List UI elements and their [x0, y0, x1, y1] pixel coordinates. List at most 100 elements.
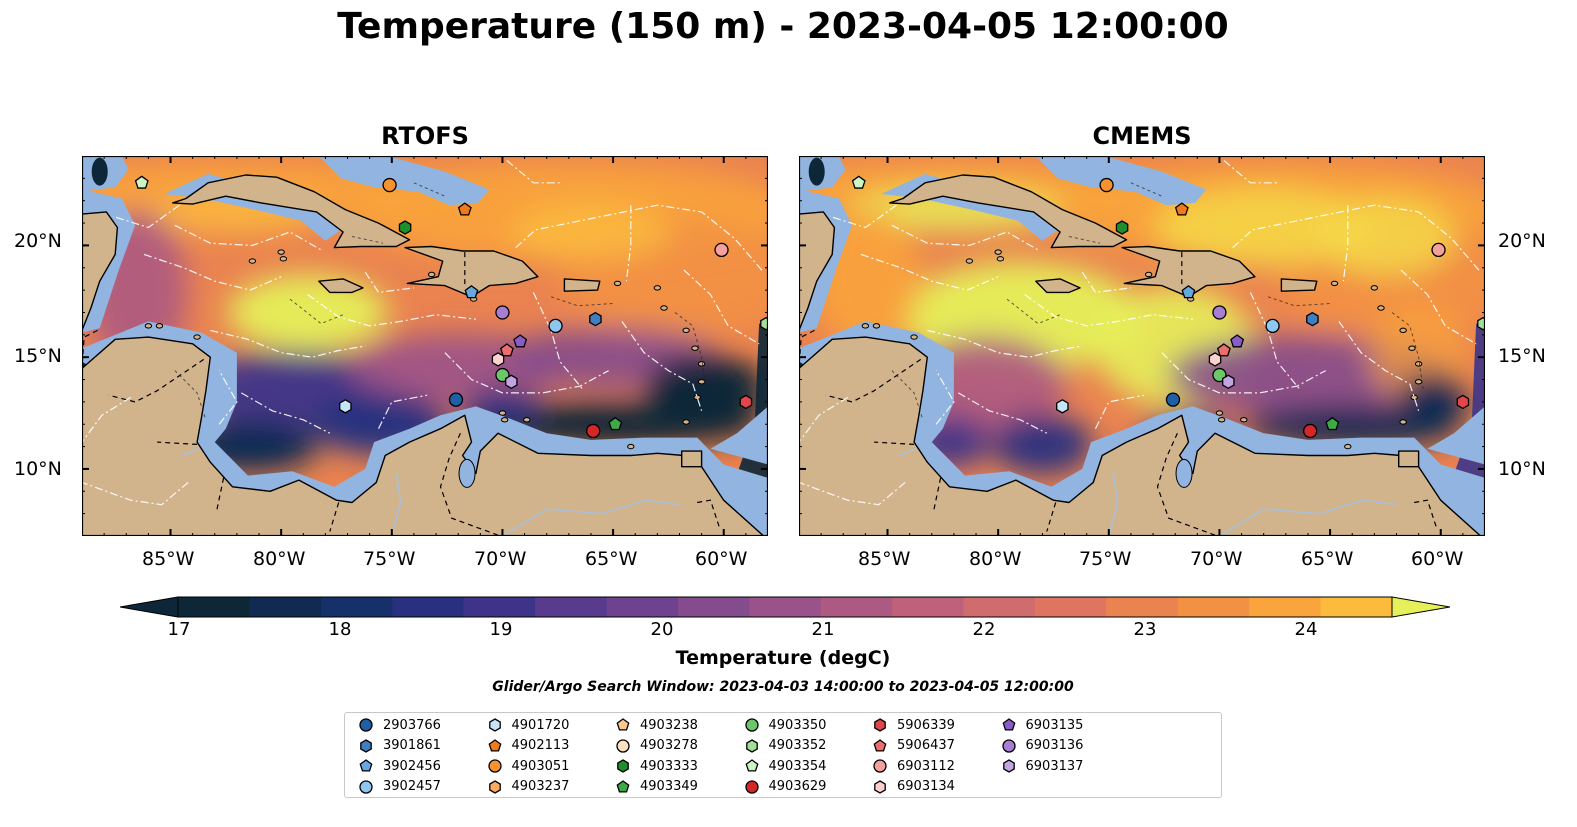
legend-marker — [874, 718, 886, 732]
circle-marker-icon — [744, 779, 759, 794]
legend-label: 4903051 — [511, 758, 570, 774]
legend-item-6903135: 6903135 — [1000, 716, 1084, 734]
pentagon-marker-icon — [873, 738, 887, 751]
colorbar-bin — [1320, 597, 1393, 617]
pentagon-marker-icon — [488, 738, 501, 751]
pentagon-marker-icon — [1002, 718, 1015, 731]
legend-item-4903350: 4903350 — [743, 716, 827, 734]
lon-tick-label: 75°W — [363, 548, 416, 570]
colorbar-bin — [749, 597, 822, 617]
legend-marker — [1002, 718, 1015, 731]
colorbar — [120, 596, 1450, 618]
lon-tick-label: 65°W — [585, 548, 638, 570]
hexagon-marker-icon — [874, 779, 886, 794]
colorbar-bin — [677, 597, 750, 617]
float-marker-3902457 — [548, 318, 563, 334]
colorbar-title: Temperature (degC) — [675, 647, 891, 669]
legend-label: 4903237 — [511, 779, 570, 794]
pentagon-marker-icon — [745, 759, 758, 772]
colorbar-bin — [1034, 597, 1107, 617]
float-marker-4902113 — [457, 202, 472, 216]
colorbar-tick-label: 22 — [972, 619, 996, 640]
circle-marker-icon — [359, 779, 373, 794]
colorbar-tick-label: 20 — [650, 619, 674, 640]
legend-marker — [359, 718, 373, 732]
legend-label: 4903629 — [768, 779, 827, 794]
legend-marker — [745, 759, 758, 772]
circle-marker-icon — [616, 738, 630, 753]
legend-item-4903051: 4903051 — [486, 757, 570, 775]
panel-title-rtofs: RTOFS — [381, 122, 469, 150]
lon-tick-label: 60°W — [1411, 548, 1464, 570]
lon-tick-label: 70°W — [474, 548, 527, 570]
map-panel-cmems — [799, 156, 1485, 536]
float-marker-6903137 — [1222, 374, 1235, 390]
legend-marker — [1002, 759, 1015, 773]
legend-marker — [873, 738, 887, 751]
float-marker-3902456 — [1181, 285, 1196, 299]
legend-item-4903629: 4903629 — [743, 778, 827, 796]
legend-item-6903137: 6903137 — [1000, 757, 1084, 775]
colorbar-bin — [392, 597, 465, 617]
float-marker-6903134 — [1208, 352, 1222, 367]
legend-label: 3901861 — [383, 738, 441, 753]
legend-label: 5906339 — [897, 717, 955, 733]
colorbar-bin — [535, 597, 608, 617]
pentagon-marker-icon — [359, 759, 373, 772]
legend-marker — [488, 738, 501, 751]
float-marker-6903112 — [1431, 242, 1446, 258]
hexagon-marker-icon — [488, 779, 501, 794]
search-window-caption: Glider/Argo Search Window: 2023-04-03 14… — [492, 679, 1074, 695]
colorbar-bin — [606, 597, 679, 617]
legend-item-4903238: 4903238 — [614, 716, 698, 734]
legend-marker — [874, 779, 886, 794]
legend-label: 4903350 — [768, 717, 827, 733]
hexagon-marker-icon — [488, 718, 501, 732]
legend-marker — [1001, 738, 1016, 753]
float-marker-6903112 — [714, 242, 729, 258]
colorbar-bin — [320, 597, 393, 617]
legend-marker — [616, 718, 630, 731]
legend-label: 4901720 — [511, 717, 570, 733]
colorbar-tick-label: 18 — [328, 619, 352, 640]
legend-label: 2903766 — [383, 717, 441, 733]
legend-item-4903237: 4903237 — [486, 778, 570, 796]
legend-label: 5906437 — [897, 738, 955, 753]
panel-title-cmems: CMEMS — [1092, 122, 1192, 150]
legend-marker — [487, 759, 502, 773]
float-marker-4903629 — [586, 423, 601, 439]
lat-tick-label: 10°N — [14, 458, 62, 480]
legend-label: 4903352 — [768, 738, 827, 753]
float-marker-4903349 — [1325, 416, 1340, 431]
circle-marker-icon — [744, 718, 759, 732]
colorbar-bin — [463, 597, 536, 617]
legend-item-5906437: 5906437 — [871, 737, 955, 755]
colorbar-bin — [1249, 597, 1322, 617]
lon-tick-label: 70°W — [1190, 548, 1243, 570]
lon-tick-label: 85°W — [858, 548, 911, 570]
float-marker-4903333 — [398, 220, 412, 235]
colorbar-bin — [249, 597, 322, 617]
colorbar-bin — [820, 597, 893, 617]
lon-tick-label: 60°W — [695, 548, 748, 570]
legend-label: 6903112 — [897, 758, 955, 774]
legend-label: 6903137 — [1025, 758, 1084, 774]
legend-item-4902113: 4902113 — [486, 737, 569, 755]
legend-marker — [360, 738, 372, 753]
float-marker-6903137 — [505, 374, 518, 390]
float-marker-4903354 — [134, 175, 149, 189]
float-marker-5906339 — [739, 394, 753, 410]
legend-label: 3902457 — [383, 779, 441, 794]
legend-item-6903112: 6903112 — [871, 757, 955, 775]
float-marker-6903134 — [491, 352, 505, 367]
legend-marker — [744, 779, 759, 794]
legend-label: 6903135 — [1025, 717, 1084, 733]
legend-marker — [359, 779, 373, 794]
float-marker-5906437 — [1216, 343, 1231, 357]
float-marker-4902113 — [1174, 202, 1189, 216]
legend-label: 4903349 — [640, 779, 698, 794]
legend-item-4903349: 4903349 — [614, 778, 698, 796]
hexagon-marker-icon — [874, 718, 886, 732]
map-panel-rtofs — [82, 156, 768, 536]
float-marker-6903136 — [495, 305, 510, 320]
